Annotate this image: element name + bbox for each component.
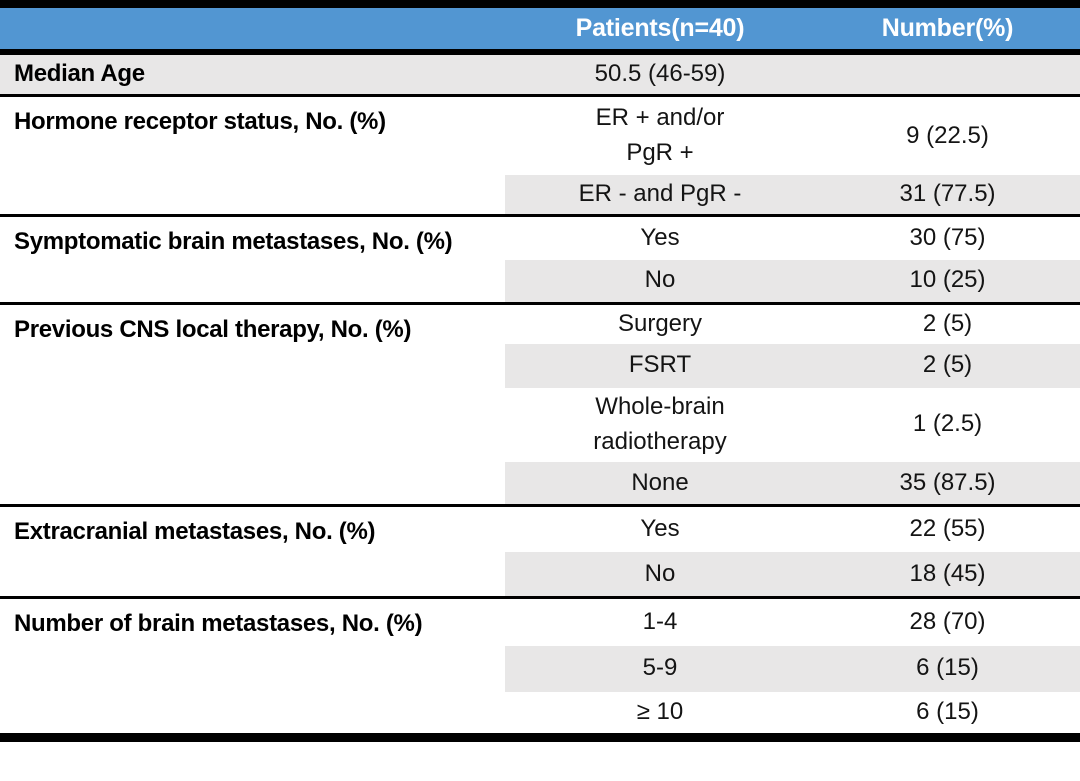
row-label: Previous CNS local therapy, No. (%) — [0, 302, 505, 506]
patient-characteristics-table: Patients(n=40) Number(%) Median Age 50.5… — [0, 0, 1080, 743]
patients-cell: No — [505, 551, 815, 598]
patients-cell: Whole-brain radiotherapy — [593, 393, 727, 455]
patients-cell: ER - and PgR - — [505, 175, 815, 216]
number-cell: 18 (45) — [815, 551, 1080, 598]
patients-cell: None — [505, 461, 815, 506]
row-label: Extracranial metastases, No. (%) — [0, 504, 505, 598]
table-row: Extracranial metastases, No. (%) Yes 22 … — [0, 504, 1080, 598]
row-label: Number of brain metastases, No. (%) — [0, 596, 505, 738]
patients-cell: Yes — [505, 214, 815, 260]
table-row: Previous CNS local therapy, No. (%) Surg… — [0, 302, 1080, 506]
number-cell: 30 (75) — [815, 214, 1080, 260]
number-cell: 28 (70) — [815, 596, 1080, 646]
table-row: 5-9 6 (15) — [0, 645, 1080, 692]
patients-cell: No — [505, 259, 815, 304]
header-empty-cell — [0, 4, 505, 55]
patients-cell: 1-4 — [505, 596, 815, 646]
table-row: No 10 (25) — [0, 259, 1080, 304]
number-cell: 6 (15) — [916, 698, 979, 726]
patients-cell: Yes — [505, 504, 815, 552]
number-cell: 1 (2.5) — [912, 410, 983, 438]
table-row: No 18 (45) — [0, 551, 1080, 598]
table-row: Median Age 50.5 (46-59) — [0, 52, 1080, 96]
number-cell: 35 (87.5) — [815, 461, 1080, 506]
patients-cell: FSRT — [505, 343, 815, 388]
row-label: Hormone receptor status, No. (%) — [0, 93, 505, 216]
table-row: Number of brain metastases, No. (%) 1-4 … — [0, 596, 1080, 738]
number-cell: 10 (25) — [815, 259, 1080, 304]
table-row: ER - and PgR - 31 (77.5) — [0, 175, 1080, 216]
table-row: ≥ 10 6 (15) — [0, 692, 1080, 738]
patients-cell: Surgery — [505, 302, 815, 344]
patients-cell: ≥ 10 — [636, 698, 684, 726]
header-patients: Patients(n=40) — [505, 4, 815, 55]
patients-cell: 50.5 (46-59) — [505, 52, 815, 96]
table-row: FSRT 2 (5) — [0, 343, 1080, 388]
number-cell: 6 (15) — [815, 645, 1080, 692]
row-label: Symptomatic brain metastases, No. (%) — [0, 214, 505, 304]
number-cell: 31 (77.5) — [815, 175, 1080, 216]
number-cell: 22 (55) — [815, 504, 1080, 552]
number-cell: 9 (22.5) — [815, 93, 1080, 176]
table-row: Symptomatic brain metastases, No. (%) Ye… — [0, 214, 1080, 304]
number-cell — [815, 52, 1080, 96]
number-cell: 2 (5) — [815, 343, 1080, 388]
table-row: Hormone receptor status, No. (%) ER + an… — [0, 93, 1080, 216]
patients-cell: 5-9 — [505, 645, 815, 692]
table-row: None 35 (87.5) — [0, 461, 1080, 506]
patients-cell: ER + and/or PgR + — [505, 93, 815, 176]
header-number: Number(%) — [815, 4, 1080, 55]
table-row: Whole-brain radiotherapy 1 (2.5) — [0, 388, 1080, 462]
row-label: Median Age — [0, 52, 505, 96]
number-cell: 2 (5) — [815, 302, 1080, 344]
header-row: Patients(n=40) Number(%) — [0, 4, 1080, 55]
